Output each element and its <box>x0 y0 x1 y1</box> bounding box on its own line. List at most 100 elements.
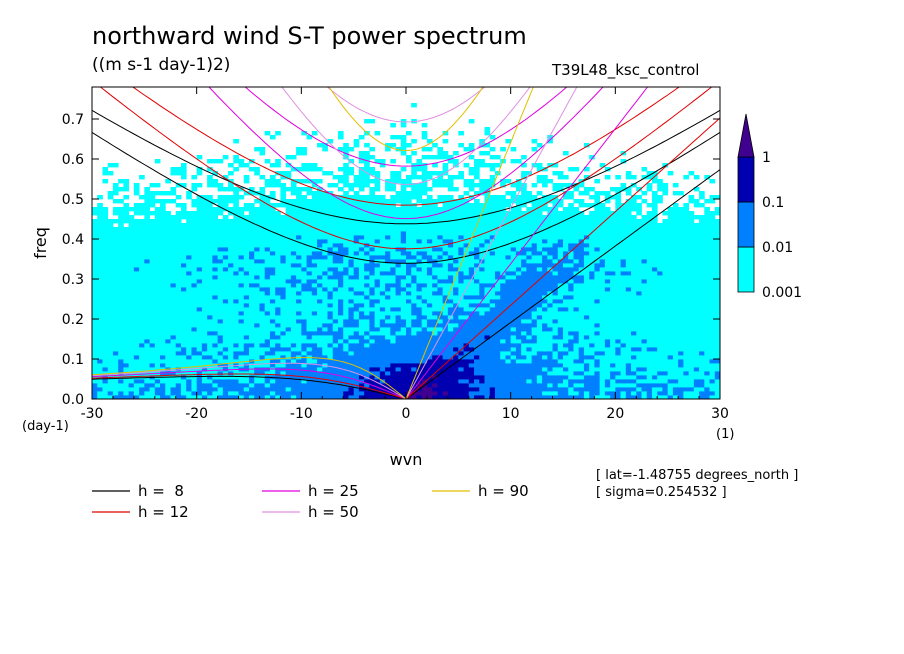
power-cell <box>505 139 512 144</box>
power-cell <box>583 279 606 284</box>
colorbar-segment <box>737 201 755 248</box>
power-cell <box>463 251 470 256</box>
power-cell <box>568 255 574 260</box>
x-tick-label: -30 <box>81 406 104 422</box>
power-cell <box>269 363 276 368</box>
power-cell <box>212 383 218 388</box>
power-cell <box>521 171 532 176</box>
power-cell <box>217 319 224 324</box>
power-cell <box>374 267 391 272</box>
power-cell <box>369 287 375 292</box>
power-cell <box>112 395 140 399</box>
power-cell <box>191 183 203 188</box>
power-cell <box>557 239 564 244</box>
power-cell <box>92 331 208 336</box>
power-cell <box>207 367 224 372</box>
power-cell <box>395 331 407 336</box>
power-cell <box>411 167 428 172</box>
power-cell <box>672 191 684 196</box>
power-cell <box>112 183 119 188</box>
power-cell <box>317 239 328 244</box>
power-cell <box>243 175 250 180</box>
power-cell <box>447 295 464 300</box>
power-cell <box>510 339 522 344</box>
power-cell <box>228 163 234 168</box>
power-cell <box>688 171 695 176</box>
power-cell <box>374 291 381 296</box>
power-cell <box>353 311 360 316</box>
power-cell <box>400 123 407 128</box>
power-cell <box>358 275 365 280</box>
power-cell <box>699 219 720 224</box>
power-cell <box>442 139 449 144</box>
power-cell <box>453 263 475 268</box>
power-cell <box>468 187 475 192</box>
power-cell <box>269 379 276 384</box>
power-cell <box>421 327 428 332</box>
power-cell <box>578 347 585 352</box>
power-cell <box>489 147 496 152</box>
power-cell <box>521 351 538 356</box>
power-cell <box>301 351 307 356</box>
power-cell <box>709 359 720 364</box>
power-cell <box>149 387 156 392</box>
power-cell <box>631 347 642 352</box>
power-cell <box>390 267 396 272</box>
power-cell <box>222 259 255 264</box>
power-cell <box>154 363 161 368</box>
power-cell <box>301 267 307 272</box>
power-cell <box>521 163 527 168</box>
power-cell <box>97 391 109 396</box>
power-cell <box>228 299 234 304</box>
power-cell <box>505 191 517 196</box>
power-cell <box>390 339 396 344</box>
power-cell <box>463 191 470 196</box>
power-cell <box>406 259 417 264</box>
power-cell <box>421 379 428 384</box>
power-cell <box>505 275 517 280</box>
power-cell <box>269 335 281 340</box>
power-cell <box>526 335 532 340</box>
power-cell <box>489 175 496 180</box>
power-cell <box>353 387 360 392</box>
power-cell <box>474 255 480 260</box>
power-cell <box>651 391 658 396</box>
power-cell <box>332 259 344 264</box>
power-cell <box>583 335 590 340</box>
power-cell <box>264 339 271 344</box>
x-tick-label: 20 <box>606 406 624 422</box>
power-cell <box>437 275 449 280</box>
power-cell <box>573 387 601 392</box>
power-cell <box>133 355 140 360</box>
power-cell <box>217 195 245 200</box>
power-cell <box>641 339 648 344</box>
power-cell <box>123 183 130 188</box>
power-cell <box>228 211 245 216</box>
power-cell <box>180 163 187 168</box>
power-cell <box>144 187 150 192</box>
power-cell <box>332 323 344 328</box>
power-cell <box>458 171 464 176</box>
power-cell <box>285 295 328 300</box>
power-cell <box>531 147 538 152</box>
power-cell <box>301 291 313 296</box>
power-cell <box>369 327 381 332</box>
power-cell <box>510 351 522 356</box>
power-cell <box>222 215 229 220</box>
power-field <box>92 103 720 399</box>
power-cell <box>552 187 564 192</box>
power-cell <box>515 203 527 208</box>
power-cell <box>311 335 334 340</box>
power-cell <box>364 267 375 272</box>
power-cell <box>489 235 496 240</box>
power-cell <box>385 187 396 192</box>
power-cell <box>107 367 119 372</box>
power-cell <box>531 319 538 324</box>
power-cell <box>280 335 307 340</box>
power-cell <box>264 159 271 164</box>
power-cell <box>510 355 517 360</box>
power-cell <box>552 355 559 360</box>
power-cell <box>186 287 260 292</box>
power-cell <box>343 343 349 348</box>
power-cell <box>536 175 548 180</box>
